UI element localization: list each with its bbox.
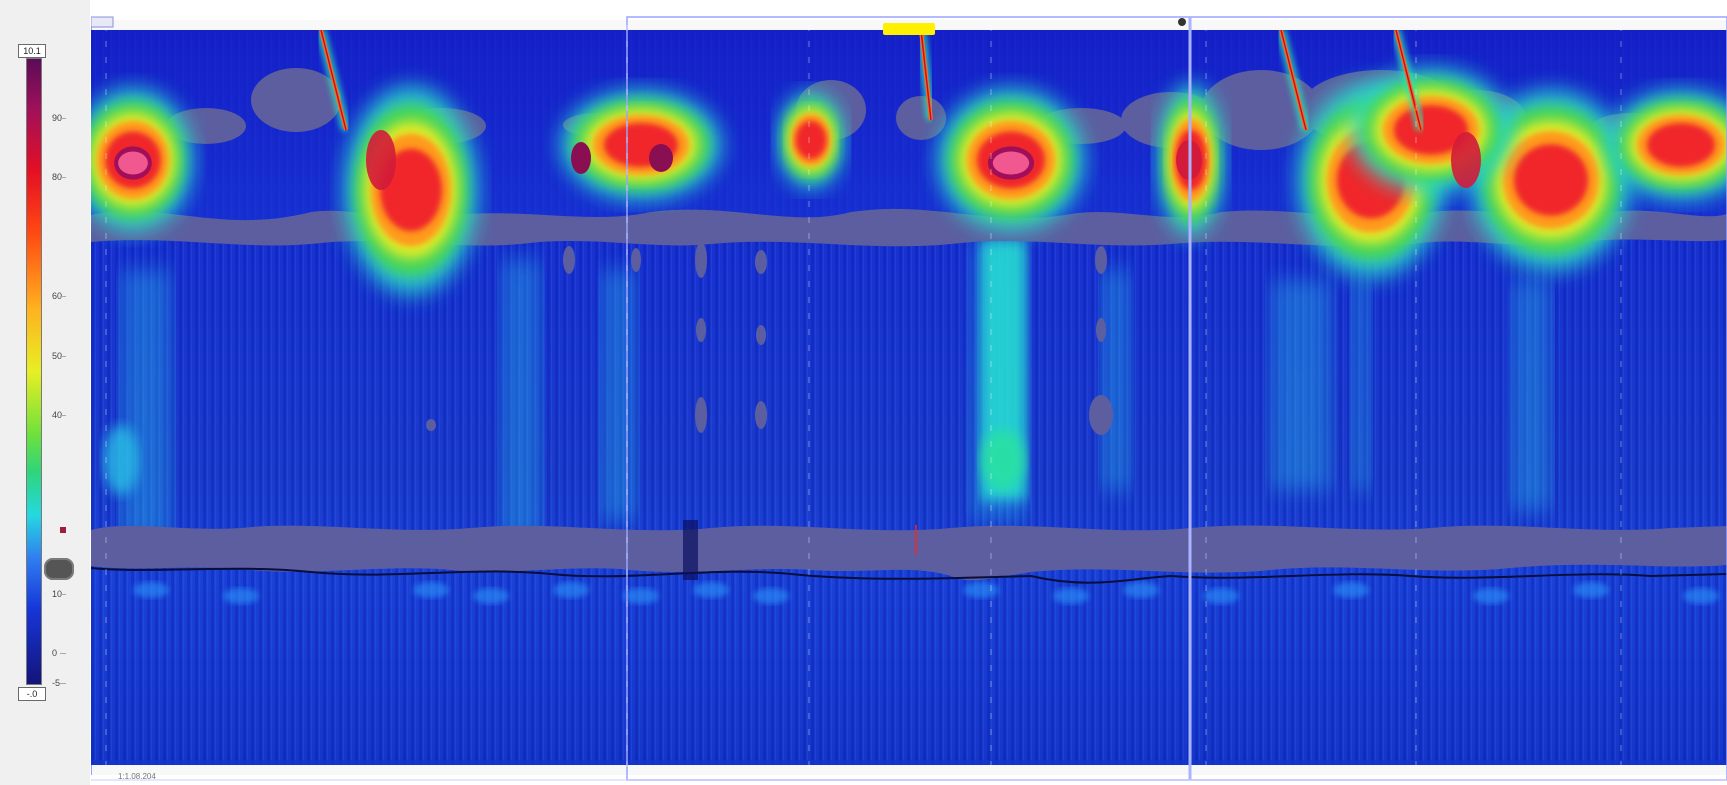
colorbar [26,58,42,685]
gray-drop [695,242,707,278]
colorbar-dash [60,593,66,595]
hotspot-k-red [795,120,827,160]
dark-gap [683,520,698,580]
hotspot-e-core [1176,140,1202,180]
cyan-blob [103,425,139,495]
colorbar-tick: 60 [52,291,63,302]
colorbar-bottom-value[interactable]: -.0 [18,687,46,701]
cyan-band [601,270,636,520]
gray-drop [755,401,767,429]
gray-drop [426,419,436,431]
hotspot-c-core-left [571,142,591,174]
cyan-blob [981,430,1025,490]
hotspot-a-peak [118,151,148,175]
lower-blob [1473,588,1509,604]
colorbar-tick: -5 [52,678,61,688]
hotspot-c-core-right [649,144,673,172]
footer-label: 1:1.08.204 [118,772,156,781]
colorbar-dash [60,117,66,119]
cyan-band [1351,280,1371,490]
gray-drop [1096,318,1106,342]
lower-blob [1573,582,1609,598]
colorbar-tick: 50 [52,350,63,361]
hotspot-b-core [366,130,396,190]
cyan-band [121,270,171,540]
colorbar-dash [60,683,66,684]
colorbar-top-value[interactable]: 10.1 [18,44,46,58]
lower-blob [1683,588,1719,604]
lower-blob [1123,582,1159,598]
gray-drop [695,397,707,433]
colorbar-panel: 10.1 -.0 90 80 60 50 40 10 0 -5 [0,0,90,785]
lower-blob [693,582,729,598]
lower-blob [623,588,659,604]
lower-blob [1203,588,1239,604]
colorbar-marker [60,527,66,533]
lower-blob [553,582,589,598]
gray-drop [755,250,767,274]
gray-drop [756,325,766,345]
hotspot-i-core [1451,132,1481,188]
colorbar-dash [60,355,66,357]
colorbar-handle[interactable] [44,558,74,580]
hotspot-d-peak [992,151,1030,175]
colorbar-tick: 0 [52,648,58,659]
gray-drop [563,246,575,274]
lower-blob [753,588,789,604]
gray-drop [696,318,706,342]
colorbar-tick: 90 [52,112,63,123]
lower-blob [1053,588,1089,604]
lower-blob [133,582,169,598]
cyan-band [1271,280,1331,490]
colorbar-tick: 10 [52,588,63,599]
hotspot-b-red [380,148,442,232]
gray-patch [251,68,341,132]
gray-drop [631,248,641,272]
hotspot-h-red [1646,123,1716,167]
streak-core [320,30,347,131]
colorbar-dash [60,177,66,179]
cyan-band [1511,280,1551,510]
colorbar-tick: 40 [52,410,63,421]
pressure-heatmap[interactable] [91,30,1727,765]
colorbar-dash [60,296,66,298]
colorbar-dash [60,415,66,417]
lower-blob [223,588,259,604]
marker-dot[interactable] [1178,18,1186,26]
gray-patch [896,96,946,140]
gray-drop [1095,246,1107,274]
colorbar-tick: 80 [52,172,63,183]
colorbar-dash [60,653,66,655]
lower-blob [473,588,509,604]
gray-drop [1089,395,1113,435]
cyan-band [1101,270,1131,490]
lower-blob [1333,582,1369,598]
top-marker [883,23,935,35]
cyan-band [501,260,541,540]
lower-blob [413,582,449,598]
hotspot-g-red [1513,144,1589,216]
lower-blob [963,582,999,598]
